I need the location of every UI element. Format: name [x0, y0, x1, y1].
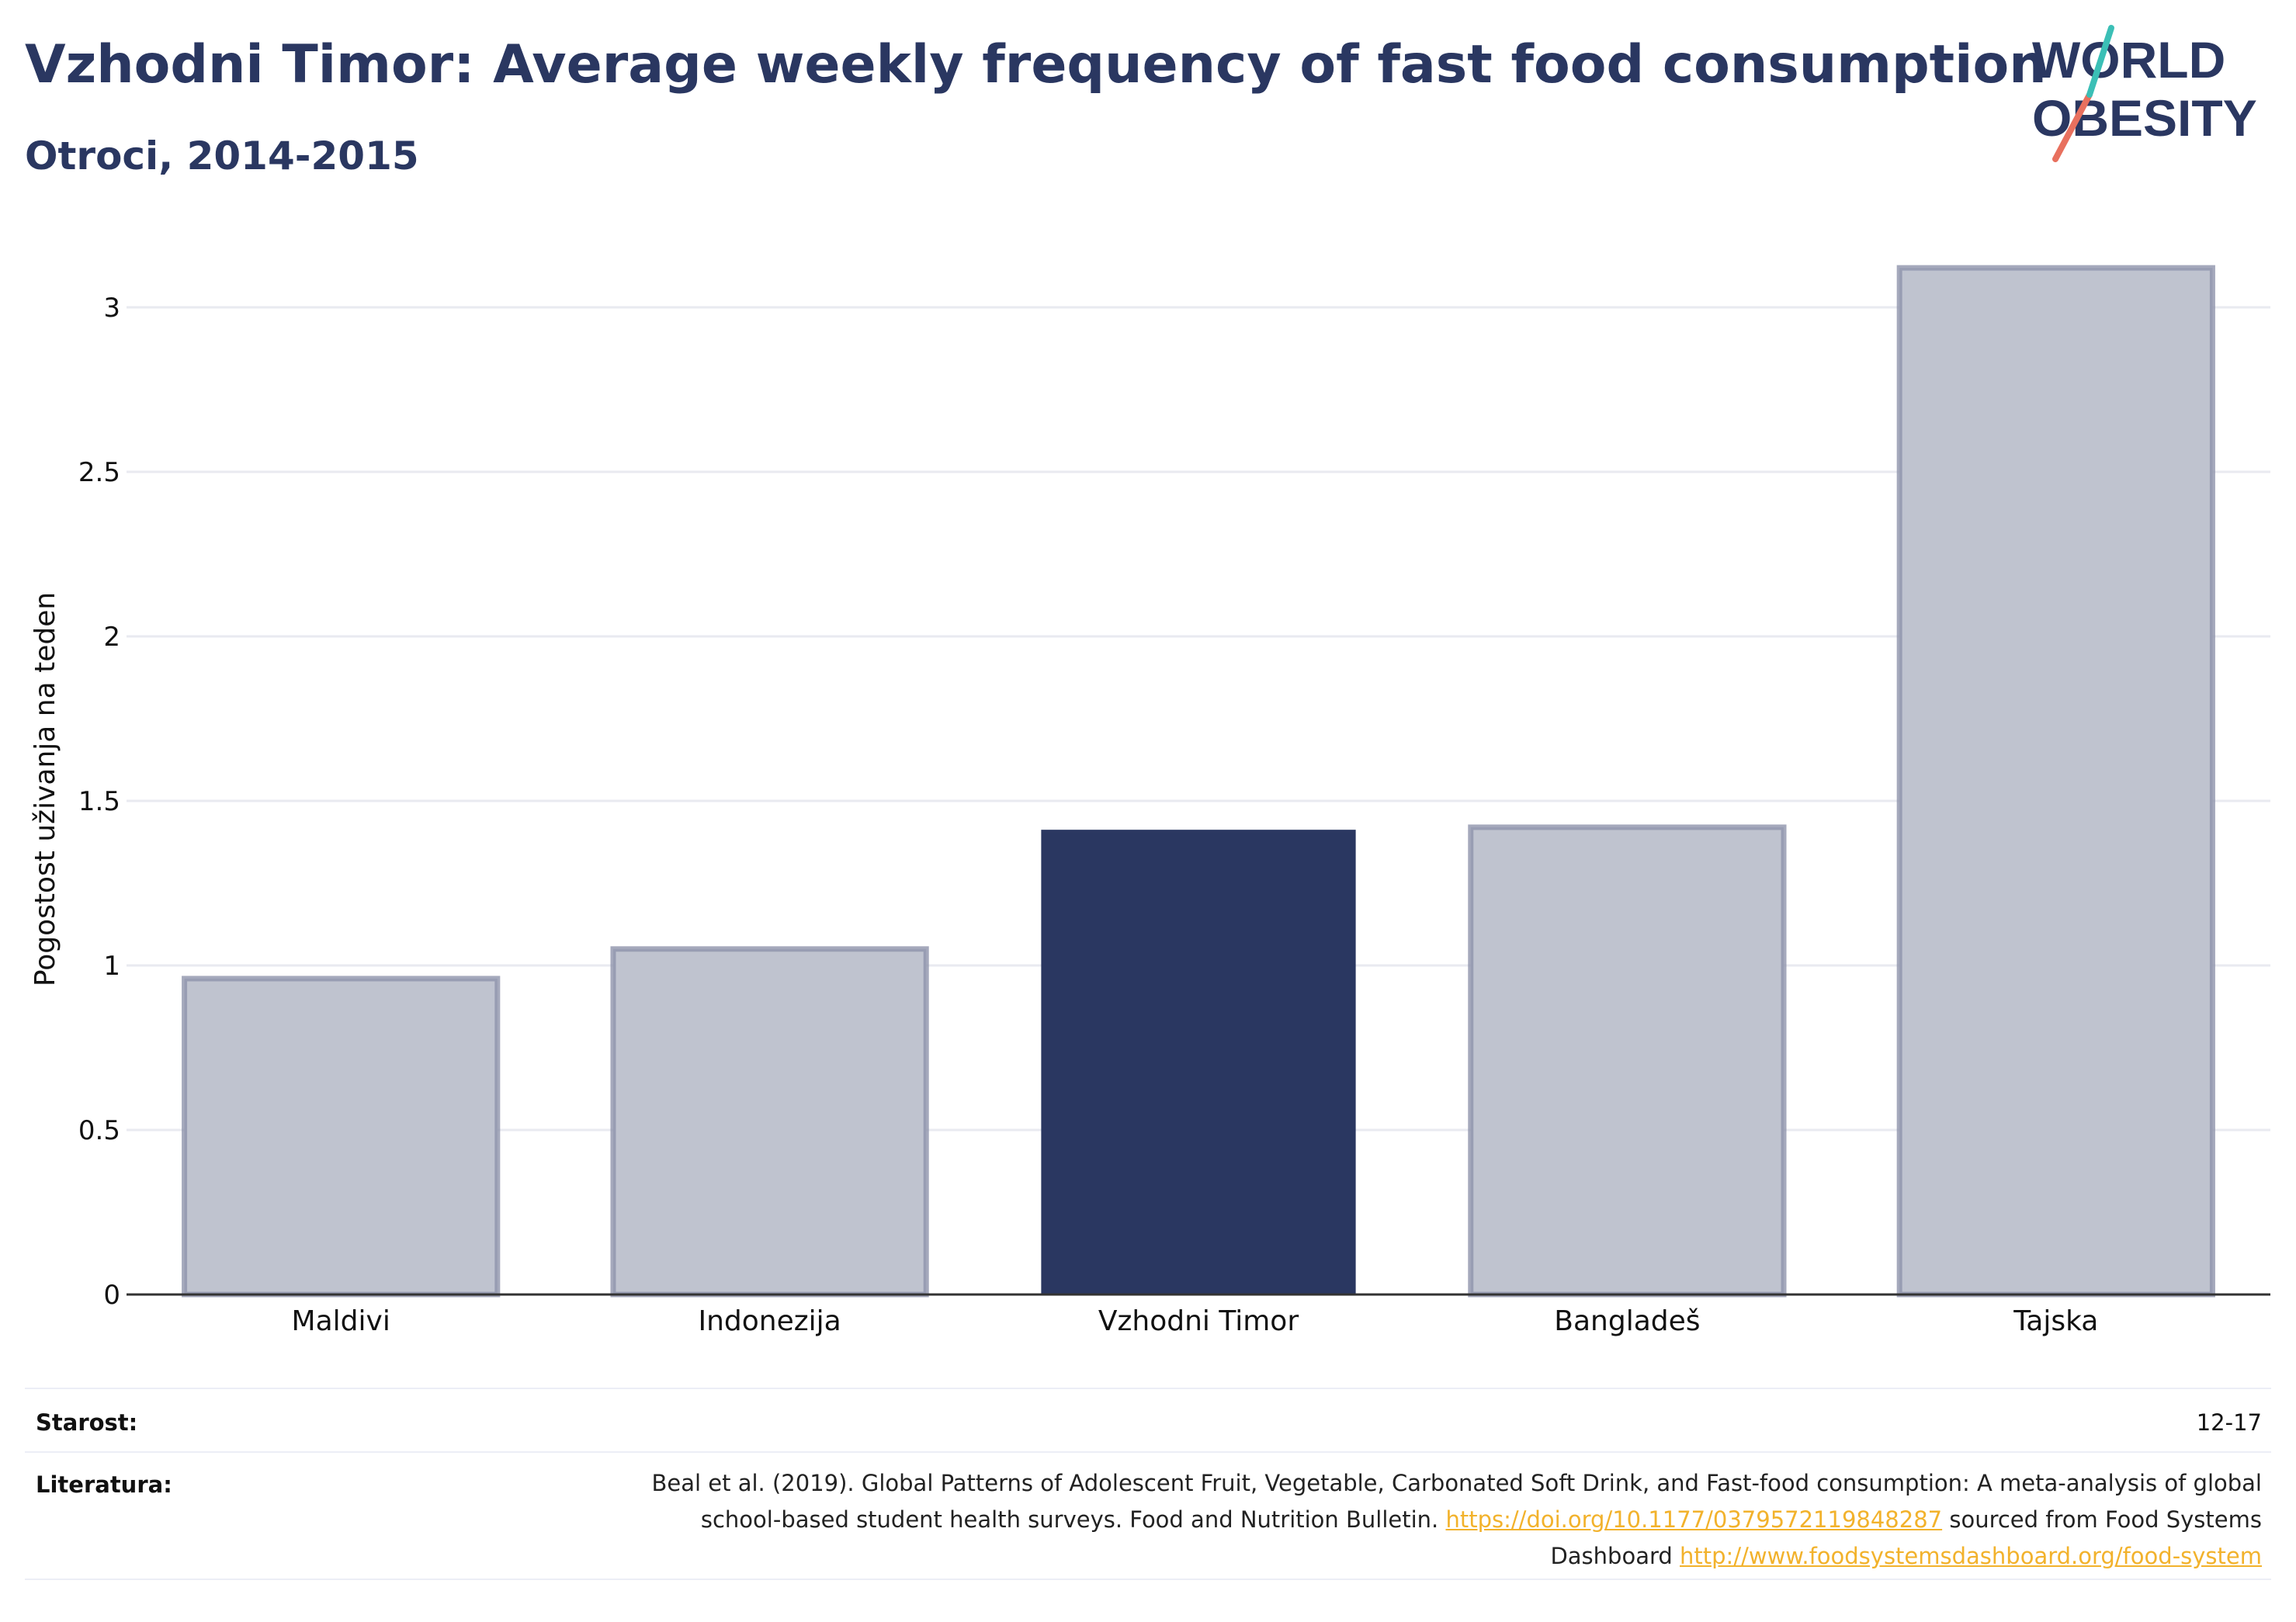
y-tick-label: 0: [103, 1280, 120, 1311]
reference-source: sourced from Food Systems Dashboard: [1550, 1506, 2262, 1569]
y-tick-label: 1.5: [78, 786, 120, 817]
footer-divider-middle: [25, 1451, 2271, 1453]
y-tick-label: 0.5: [78, 1115, 120, 1146]
age-value: 12-17: [2196, 1409, 2262, 1436]
bar-chart: 0 0.5 1 1.5 2 2.5 3 Maldivi Indonezija Vzhodni Ti…: [29, 265, 2270, 1337]
x-tick-label: Bangladeš: [1554, 1305, 1700, 1337]
reference-label: Literatura:: [36, 1471, 172, 1498]
y-tick-label: 2.5: [78, 457, 120, 488]
bar: [1896, 265, 2215, 1298]
age-label: Starost:: [36, 1409, 138, 1436]
logo-slash-teal: [2086, 25, 2114, 98]
logo-slash-red: [2052, 92, 2093, 162]
y-tick-label: 1: [103, 951, 120, 982]
x-tick-label: Tajska: [2013, 1305, 2098, 1337]
footer-divider-bottom: [25, 1579, 2271, 1580]
x-tick-label: Vzhodni Timor: [1098, 1305, 1299, 1337]
bar: [1468, 824, 1787, 1298]
x-tick-label: Indonezija: [698, 1305, 841, 1337]
chart-title: Vzhodni Timor: Average weekly frequency …: [25, 34, 2047, 95]
reference-text: Beal et al. (2019). Global Patterns of A…: [632, 1465, 2262, 1575]
y-tick-label: 3: [103, 293, 120, 324]
bars: [182, 265, 2215, 1298]
bar: [182, 976, 501, 1298]
world-obesity-logo: WORLD OBESITY: [2032, 25, 2257, 162]
reference-doi-link[interactable]: https://doi.org/10.1177/0379572119848287: [1445, 1506, 1943, 1533]
bar-highlighted: [1041, 830, 1356, 1296]
bar: [610, 946, 929, 1298]
footer-divider-top: [25, 1388, 2271, 1389]
y-axis-label: Pogostost uživanja na teden: [29, 592, 61, 986]
x-tick-label: Maldivi: [292, 1305, 390, 1337]
axes: 0 0.5 1 1.5 2 2.5 3 Maldivi Indonezija Vzhodni Ti…: [78, 293, 2270, 1337]
y-tick-label: 2: [103, 622, 120, 653]
chart-subtitle: Otroci, 2014-2015: [25, 133, 419, 178]
reference-citation: Beal et al. (2019). Global Patterns of A…: [651, 1470, 2262, 1533]
reference-dashboard-link[interactable]: http://www.foodsystemsdashboard.org/food…: [1680, 1543, 2262, 1569]
logo-word-world: WORLD: [2032, 31, 2225, 88]
